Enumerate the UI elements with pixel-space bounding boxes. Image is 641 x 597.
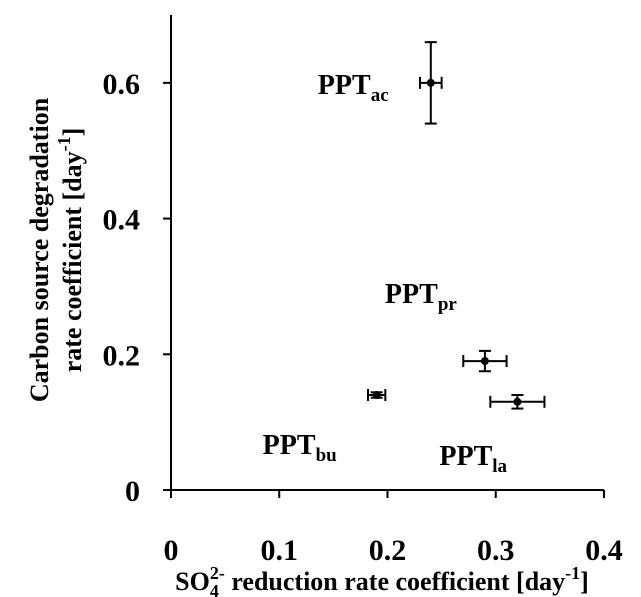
point-label-main: PPT <box>385 279 438 310</box>
y-axis-label-line1: Carbon source degradation <box>25 97 54 402</box>
x-axis-label: SO42- reduction rate coefficient [day-1] <box>175 563 589 597</box>
x-tick-label: 0.1 <box>261 534 299 567</box>
point-label-ac: PPTac <box>318 70 389 106</box>
y-axis-label-line2: rate coefficient [day-1] <box>54 128 87 373</box>
tick-labels: 0 0.1 0.2 0.3 0.4 0 0.2 0.4 0.6 <box>103 68 623 567</box>
y-axis-label: Carbon source degradation rate coefficie… <box>25 97 87 402</box>
x-tick-label: 0.2 <box>369 534 407 567</box>
point-label-main: PPT <box>439 441 492 472</box>
point-label-subscript: ac <box>371 85 389 106</box>
point-label-la: PPTla <box>439 441 507 477</box>
point-label-main: PPT <box>263 430 316 461</box>
point-label-main: PPT <box>318 70 371 101</box>
point-label-subscript: la <box>492 456 507 477</box>
point-label-bu: PPTbu <box>263 430 337 466</box>
x-tick-label: 0 <box>164 534 179 567</box>
y-tick-label: 0.2 <box>103 339 141 372</box>
x-tick-label: 0.4 <box>585 534 623 567</box>
data-points <box>367 41 546 410</box>
tick-marks <box>163 81 605 498</box>
data-point-bu <box>372 391 381 399</box>
point-label-pr: PPTpr <box>385 279 457 315</box>
point-label-subscript: bu <box>316 445 338 466</box>
y-tick-label: 0.6 <box>103 68 141 101</box>
x-tick-label: 0.3 <box>477 534 515 567</box>
data-point-pr <box>480 357 489 366</box>
point-label-subscript: pr <box>438 294 458 315</box>
data-point-ac <box>426 78 435 87</box>
y-tick-label: 0.4 <box>103 204 141 237</box>
y-tick-label: 0 <box>125 475 140 508</box>
data-point-la <box>513 397 522 406</box>
